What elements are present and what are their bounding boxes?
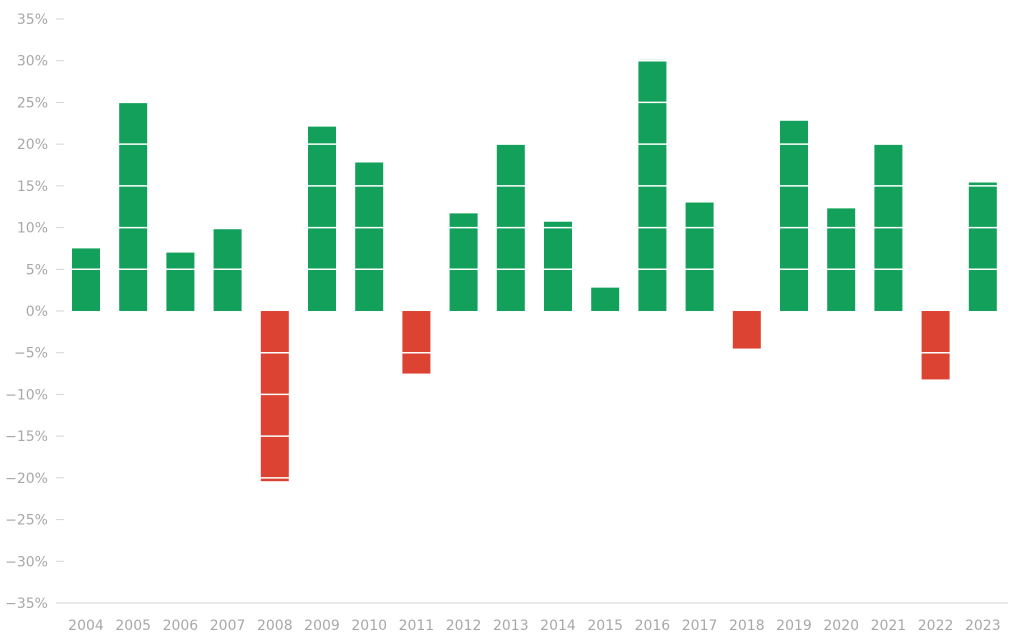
bar: [166, 252, 195, 311]
y-tick-label: −15%: [5, 429, 48, 445]
y-tick-label: −10%: [5, 387, 48, 403]
bar: [119, 102, 148, 311]
bar: [780, 120, 808, 311]
x-tick-label: 2007: [210, 618, 246, 634]
y-tick-label: −20%: [5, 471, 48, 487]
bars: [72, 59, 997, 482]
x-tick-label: 2015: [587, 618, 623, 634]
bar: [544, 221, 572, 311]
bar: [968, 182, 997, 311]
y-tick-label: 5%: [26, 262, 48, 278]
bar: [355, 162, 384, 311]
x-tick-label: 2005: [115, 618, 151, 634]
x-tick-label: 2011: [399, 618, 435, 634]
x-tick-label: 2004: [68, 618, 104, 634]
x-tick-label: 2020: [823, 618, 859, 634]
x-tick-label: 2023: [965, 618, 1001, 634]
bar: [685, 202, 714, 311]
bar: [402, 311, 431, 374]
x-tick-label: 2012: [446, 618, 482, 634]
x-tick-label: 2010: [351, 618, 387, 634]
y-tick-label: 30%: [17, 54, 48, 70]
y-tick-label: 0%: [26, 304, 48, 320]
x-tick-label: 2009: [304, 618, 340, 634]
bar: [308, 126, 336, 311]
x-tick-label: 2019: [776, 618, 812, 634]
gridlines-over-bars: [66, 18, 1008, 563]
y-axis: 35% 30% 25% 20% 15% 10% 5% 0% −5% −10% −15% −20% −25…: [5, 12, 1008, 612]
x-tick-label: 2022: [918, 618, 954, 634]
y-tick-label: 20%: [17, 137, 48, 153]
x-tick-label: 2006: [163, 618, 199, 634]
x-tick-label: 2008: [257, 618, 293, 634]
bar: [213, 229, 242, 311]
x-tick-label: 2021: [871, 618, 907, 634]
x-axis: 2004 2005 2006 2007 2008 2009 2010 2011 2012 2013…: [68, 618, 1000, 634]
x-tick-label: 2013: [493, 618, 529, 634]
y-tick-label: −5%: [14, 346, 48, 362]
y-tick-label: 15%: [17, 179, 48, 195]
bar: [72, 248, 100, 311]
bar: [591, 287, 620, 311]
bar: [921, 311, 950, 380]
y-tick-label: −35%: [5, 596, 48, 612]
x-tick-label: 2016: [635, 618, 671, 634]
x-tick-label: 2014: [540, 618, 576, 634]
bar: [827, 208, 856, 311]
y-tick-label: −25%: [5, 513, 48, 529]
x-tick-label: 2017: [682, 618, 718, 634]
bar: [260, 311, 289, 482]
x-tick-label: 2018: [729, 618, 765, 634]
y-tick-label: 10%: [17, 221, 48, 237]
bar: [732, 311, 761, 349]
bar: [449, 213, 478, 311]
y-tick-label: −30%: [5, 554, 48, 570]
y-tick-label: 35%: [17, 12, 48, 28]
y-tick-label: 25%: [17, 95, 48, 111]
